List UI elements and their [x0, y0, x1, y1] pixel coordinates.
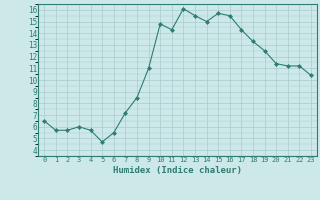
X-axis label: Humidex (Indice chaleur): Humidex (Indice chaleur): [113, 166, 242, 175]
